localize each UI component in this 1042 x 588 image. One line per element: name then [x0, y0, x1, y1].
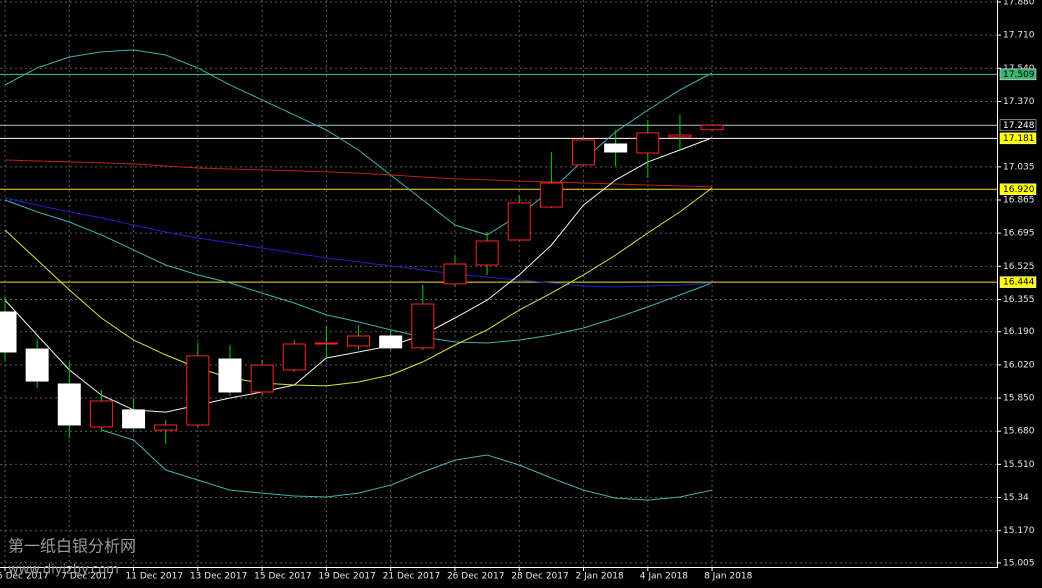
x-tick-label: 11 Dec 2017 — [126, 572, 184, 582]
y-tick-label: 15.850 — [1003, 394, 1035, 404]
y-tick-label: 15.005 — [1003, 558, 1035, 568]
candle-body — [250, 364, 274, 393]
candle-body — [0, 311, 17, 353]
level-label: 17.248 — [1003, 121, 1035, 131]
candle-body — [700, 124, 724, 131]
indicator-line — [4, 199, 713, 344]
y-tick-label: 15.34 — [1003, 493, 1029, 503]
indicator-line — [4, 159, 713, 188]
y-tick-label: 16.355 — [1003, 295, 1035, 305]
candle-body — [668, 134, 692, 138]
candle-body — [154, 424, 178, 431]
x-tick-label: 28 Dec 2017 — [511, 572, 569, 582]
candle-body — [443, 263, 467, 285]
candle-body — [347, 335, 371, 347]
candle-body — [282, 343, 306, 371]
x-tick-label: 19 Dec 2017 — [318, 572, 376, 582]
level-label: 17.509 — [1003, 70, 1035, 80]
candle-body — [572, 139, 596, 166]
y-tick-label: 15.170 — [1003, 526, 1035, 536]
indicator-line — [4, 197, 713, 288]
x-tick-label: 7 Dec 2017 — [61, 572, 113, 582]
y-tick-label: 15.510 — [1003, 460, 1035, 470]
candle-body — [186, 355, 210, 426]
x-tick-label: 2 Jan 2018 — [576, 572, 624, 582]
candle-body — [314, 342, 338, 345]
watermark: 第一纸白银分析网 — [8, 537, 136, 556]
candle-body — [57, 383, 81, 426]
indicator-line — [4, 187, 713, 387]
level-box — [999, 276, 1037, 288]
x-tick-label: 26 Dec 2017 — [447, 572, 505, 582]
x-tick-label: 5 Dec 2017 — [0, 572, 49, 582]
y-tick-label: 16.020 — [1003, 360, 1035, 370]
y-tick-label: 16.190 — [1003, 327, 1035, 337]
candle-body — [122, 409, 146, 429]
watermark-url: www.diyizby.com — [8, 563, 119, 578]
candle-body — [89, 400, 113, 428]
x-tick-label: 4 Jan 2018 — [640, 572, 688, 582]
indicator-line — [4, 137, 713, 413]
candle-body — [539, 182, 563, 208]
x-tick-label: 15 Dec 2017 — [254, 572, 312, 582]
level-box — [999, 183, 1037, 196]
candle-body — [507, 202, 531, 241]
x-tick-label: 13 Dec 2017 — [190, 572, 248, 582]
y-tick-label: 16.865 — [1003, 195, 1035, 205]
y-tick-label: 16.525 — [1003, 262, 1035, 272]
level-box — [999, 119, 1037, 132]
level-label: 16.920 — [1003, 185, 1035, 195]
level-box — [999, 68, 1037, 81]
y-tick-label: 17.370 — [1003, 97, 1035, 107]
y-tick-label: 17.035 — [1003, 162, 1035, 172]
candle-body — [475, 240, 499, 266]
y-tick-label: 16.695 — [1003, 229, 1035, 239]
y-tick-label: 17.880 — [1003, 0, 1035, 7]
indicator-line — [101, 429, 713, 501]
candle-body — [411, 303, 435, 349]
candle-body — [25, 348, 49, 382]
candle-body — [218, 358, 242, 393]
level-label: 17.181 — [1003, 134, 1035, 144]
candle-body — [636, 132, 660, 154]
level-box — [999, 132, 1037, 145]
x-tick-label: 21 Dec 2017 — [383, 572, 441, 582]
candle-body — [379, 335, 403, 349]
y-tick-label: 15.680 — [1003, 427, 1035, 437]
x-tick-label: 8 Jan 2018 — [704, 572, 752, 582]
level-label: 16.444 — [1003, 278, 1035, 288]
candle-body — [604, 143, 628, 153]
y-tick-label: 17.710 — [1003, 31, 1035, 41]
